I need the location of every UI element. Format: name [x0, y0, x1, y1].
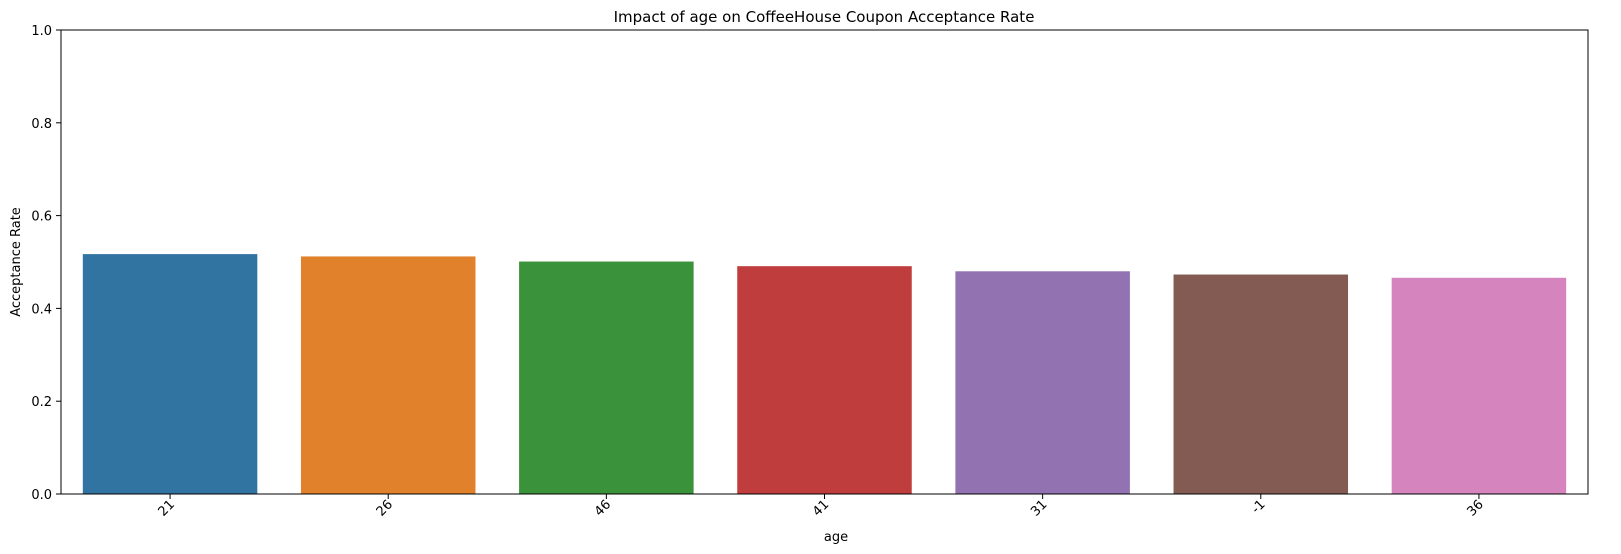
y-tick-label: 0.2: [31, 395, 52, 410]
x-tick-label: -1: [1249, 497, 1269, 517]
x-tick-label: 36: [1464, 497, 1486, 519]
y-axis-label: Acceptance Rate: [9, 207, 24, 317]
y-tick-label: 0.0: [31, 488, 52, 503]
bar--1: [1173, 274, 1349, 494]
x-tick-label: 31: [1028, 497, 1050, 519]
y-tick-label: 1.0: [31, 24, 52, 39]
chart-title: Impact of age on CoffeeHouse Coupon Acce…: [614, 8, 1035, 26]
bars-layer: [82, 254, 1567, 494]
x-tick-label: 26: [374, 497, 396, 519]
x-axis: 21 26 46 41 31 -1 36: [156, 494, 1487, 520]
bar-21: [82, 254, 258, 494]
y-tick-label: 0.8: [31, 117, 52, 132]
y-tick-label: 0.6: [31, 210, 52, 225]
bar-46: [519, 261, 694, 494]
x-tick-label: 41: [810, 497, 832, 519]
y-tick-label: 0.4: [31, 302, 52, 317]
bar-41: [737, 266, 912, 494]
x-axis-label: age: [824, 530, 848, 545]
y-axis: 0.0 0.2 0.4 0.6 0.8 1.0: [31, 24, 61, 503]
bar-31: [955, 271, 1130, 494]
x-tick-label: 21: [156, 497, 178, 519]
bar-36: [1391, 277, 1567, 494]
x-tick-label: 46: [592, 497, 614, 519]
bar-26: [300, 256, 476, 494]
